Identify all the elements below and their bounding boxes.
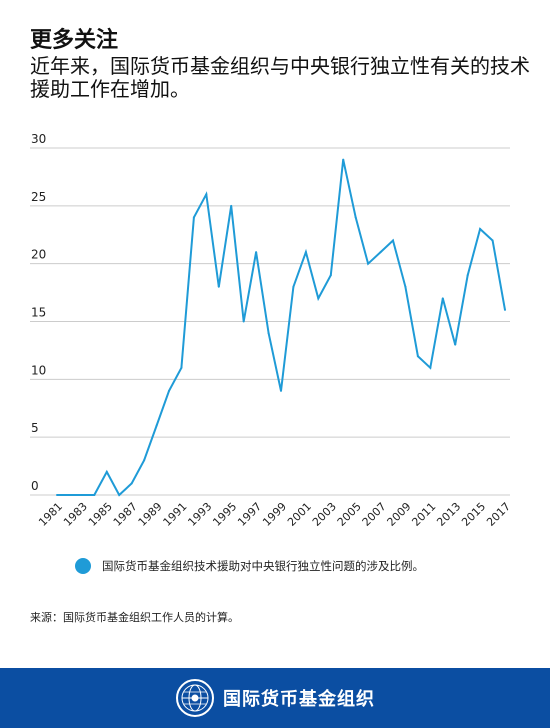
page-title: 更多关注: [30, 28, 119, 53]
data-point: [392, 239, 394, 242]
x-tick-label: 2017: [484, 500, 513, 529]
imf-seal-icon: [176, 679, 214, 717]
x-tick-label: 1987: [111, 500, 140, 529]
y-axis-ticks: 0 5 10 15 20 25 30: [31, 132, 46, 493]
x-tick-label: 1991: [161, 500, 190, 529]
data-point: [267, 332, 270, 335]
data-point: [205, 193, 208, 196]
data-point: [342, 158, 345, 161]
data-point: [354, 216, 357, 219]
x-tick-label: 1993: [185, 500, 214, 529]
data-point: [479, 227, 482, 230]
data-point: [255, 251, 258, 254]
x-axis-ticks: 1981198319851987198919911993199519971999…: [36, 500, 513, 529]
legend-marker: [75, 558, 91, 574]
data-point: [317, 297, 320, 300]
series-line-0: [57, 159, 506, 497]
grid-lines: [30, 147, 510, 496]
legend: 国际货币基金组织技术援助对中央银行独立性问题的涉及比例。: [75, 556, 424, 576]
data-point: [130, 482, 133, 485]
data-point: [441, 297, 444, 300]
data-point: [379, 251, 382, 254]
data-point: [466, 274, 469, 277]
y-tick-label: 10: [31, 363, 46, 377]
data-point: [304, 251, 307, 254]
x-tick-label: 1999: [260, 500, 289, 529]
legend-label: 国际货币基金组织技术援助对中央银行独立性问题的涉及比例。: [102, 559, 424, 573]
series-layer: [56, 158, 506, 497]
data-point: [429, 366, 432, 369]
y-tick-label: 30: [31, 132, 46, 146]
data-point: [416, 355, 419, 358]
page-subtitle: 近年来，国际货币基金组织与中央银行独立性有关的技术援助工作在增加。: [30, 54, 530, 101]
y-tick-label: 0: [31, 479, 39, 493]
data-point: [367, 262, 370, 265]
data-point: [68, 494, 71, 496]
data-point: [180, 366, 183, 369]
x-tick-label: 1989: [136, 500, 165, 529]
source-note: 来源：国际货币基金组织工作人员的计算。: [30, 611, 239, 624]
x-tick-label: 1985: [86, 500, 115, 529]
data-point: [404, 285, 407, 288]
data-point: [155, 424, 158, 427]
y-tick-label: 25: [31, 190, 46, 204]
data-point: [118, 494, 121, 496]
data-point: [230, 204, 233, 207]
data-point: [143, 459, 146, 462]
data-point: [329, 274, 332, 277]
data-point: [491, 239, 494, 242]
x-tick-label: 2015: [459, 500, 488, 529]
x-tick-label: 1983: [61, 500, 90, 529]
footer-bar: 国际货币基金组织: [0, 668, 550, 728]
x-tick-label: 2005: [335, 500, 364, 529]
x-tick-label: 2007: [360, 500, 389, 529]
x-tick-label: 1995: [210, 500, 239, 529]
x-tick-label: 2013: [434, 500, 463, 529]
x-tick-label: 1981: [36, 500, 65, 529]
data-point: [192, 216, 195, 219]
y-tick-label: 15: [31, 306, 46, 320]
data-point: [168, 389, 170, 392]
y-tick-label: 20: [31, 248, 46, 262]
y-tick-label: 5: [31, 421, 39, 435]
org-name: 国际货币基金组织: [223, 689, 375, 710]
data-point: [280, 389, 282, 392]
data-point: [242, 320, 245, 323]
x-tick-label: 2011: [409, 500, 438, 529]
x-tick-label: 2001: [285, 500, 314, 529]
data-point: [105, 470, 108, 473]
x-tick-label: 2009: [385, 500, 414, 529]
data-point: [80, 494, 83, 496]
x-tick-label: 2003: [310, 500, 339, 529]
data-point: [504, 308, 506, 311]
data-point: [292, 285, 295, 288]
x-tick-label: 1997: [235, 500, 264, 529]
data-point: [56, 494, 58, 496]
data-point: [93, 494, 96, 496]
data-point: [454, 343, 457, 346]
data-point: [217, 285, 220, 288]
